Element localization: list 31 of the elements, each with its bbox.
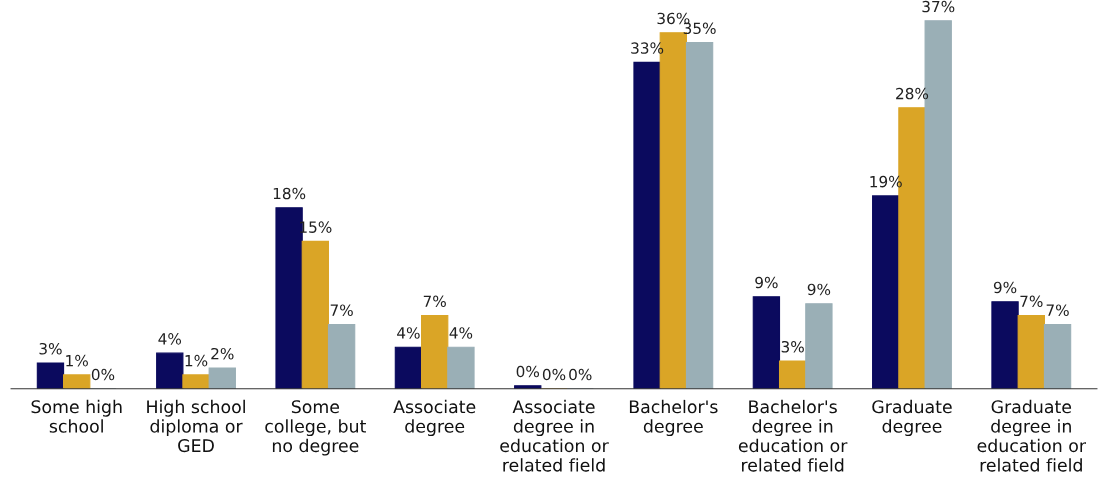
- data-label: 0%: [542, 368, 566, 381]
- data-label: 7%: [1020, 295, 1043, 308]
- data-label: 18%: [273, 187, 306, 200]
- x-tick-label: Associate degree: [393, 399, 476, 437]
- data-label: 28%: [896, 87, 929, 100]
- data-label: 9%: [807, 283, 831, 296]
- data-label: 0%: [516, 365, 540, 378]
- data-label: 4%: [158, 333, 182, 345]
- x-tick-label: Graduate degree in education or related field: [977, 399, 1086, 472]
- data-label: 4%: [449, 327, 473, 339]
- x-tick-label: Graduate degree: [872, 399, 952, 437]
- data-label: 37%: [922, 0, 955, 13]
- data-label: 7%: [330, 304, 353, 316]
- data-label: 3%: [781, 340, 804, 353]
- x-tick-label: Some college, but no degree: [265, 400, 366, 456]
- data-label: 9%: [755, 276, 778, 289]
- data-label: 1%: [185, 354, 208, 367]
- data-label: 4%: [397, 327, 420, 339]
- data-label: 7%: [423, 295, 446, 308]
- data-label: 9%: [993, 281, 1017, 294]
- data-label: 7%: [1046, 304, 1069, 316]
- x-tick-label: Some high school: [31, 399, 122, 433]
- data-label: 0%: [91, 368, 115, 381]
- data-label: 0%: [569, 368, 592, 381]
- data-label: 3%: [39, 342, 62, 355]
- data-label: 1%: [66, 354, 88, 367]
- x-tick-label: Bachelor's degree: [629, 399, 718, 437]
- x-tick-label: Bachelor's degree in education or related field: [738, 399, 848, 472]
- x-tick-label: Associate degree in education or related field: [500, 399, 609, 472]
- data-label: 2%: [211, 347, 234, 360]
- x-tick-label: High school diploma or GED: [147, 399, 245, 453]
